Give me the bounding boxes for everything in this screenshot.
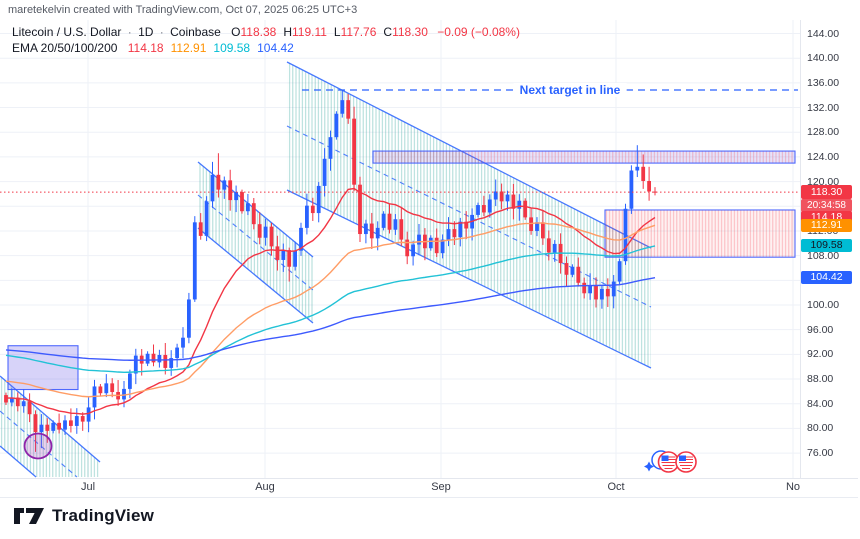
time-axis-label: Oct — [607, 481, 625, 493]
y-axis-tick: 140.00 — [807, 52, 840, 65]
ema-legend-value: 109.58 — [213, 41, 251, 55]
y-axis-tick: 144.00 — [807, 27, 840, 40]
separator: · — [127, 25, 132, 39]
y-axis-tick: 92.00 — [807, 348, 834, 361]
ema-legend-row[interactable]: EMA 20/50/100/200 114.18 112.91 109.58 104.… — [12, 40, 520, 56]
ema-legend-value: 112.91 — [170, 41, 207, 55]
attribution-text: maretekelvin created with TradingView.co… — [8, 4, 358, 16]
y-axis-tick: 80.00 — [807, 422, 834, 435]
ema-values: 114.18 112.91 109.58 104.42 — [121, 41, 294, 55]
time-axis-label: Sep — [431, 481, 451, 493]
us-flag-icon — [675, 451, 697, 473]
ohlc-key: O — [231, 25, 241, 39]
price-axis-separator — [800, 20, 801, 478]
ohlc-value: 117.76 — [340, 25, 377, 39]
interval-label: 1D — [138, 25, 154, 39]
exchange-label: Coinbase — [170, 25, 221, 39]
ohlc-value: 119.11 — [291, 25, 327, 39]
tradingview-logo-text: TradingView — [52, 506, 155, 525]
tradingview-logo[interactable]: TradingView — [13, 504, 154, 528]
ohlc-key: H — [283, 25, 292, 39]
june-downtrend-channel[interactable] — [0, 375, 101, 478]
next-target-annotation[interactable]: Next target in line — [513, 82, 627, 97]
y-axis-tick: 136.00 — [807, 76, 840, 89]
circle-drawing[interactable] — [23, 432, 53, 460]
major-descending-channel[interactable] — [286, 61, 652, 369]
y-axis-tick: 100.00 — [807, 299, 840, 311]
y-axis-tick: 88.00 — [807, 373, 834, 386]
time-axis-label: Jul — [80, 481, 96, 493]
separator: · — [159, 25, 164, 39]
change-value: −0.09 (−0.08%) — [437, 25, 520, 39]
annotation-lines-layer — [0, 89, 800, 193]
ema-100-line — [5, 245, 656, 373]
ema-legend-value: 114.18 — [127, 41, 164, 55]
ema-lines-layer — [5, 187, 656, 415]
ohlc-value: 118.38 — [240, 25, 277, 39]
time-axis[interactable]: Jul Aug Sep Oct No — [0, 478, 860, 497]
time-axis-label: Aug — [255, 481, 275, 493]
y-axis-tick: 120.00 — [807, 175, 840, 188]
ema-price-badge: 104.42 — [801, 271, 852, 285]
left-supply-box[interactable] — [7, 345, 79, 391]
countdown-badge: 20:34:58 — [801, 199, 852, 213]
ema-200-line — [5, 277, 656, 361]
time-axis-separator — [0, 478, 858, 479]
ohlc-key: L — [333, 25, 341, 39]
y-axis-tick: 84.00 — [807, 397, 834, 410]
y-axis-tick: 132.00 — [807, 101, 840, 114]
ema-legend-value: 104.42 — [257, 41, 294, 55]
ohlc-value: 118.30 — [392, 25, 428, 39]
tradingview-logo-icon — [14, 508, 44, 524]
legend: Litecoin / U.S. Dollar · 1D · Coinbase O… — [12, 24, 520, 56]
widget-bottom-separator — [0, 497, 858, 498]
ema-price-badge: 109.58 — [801, 239, 852, 253]
ohlc-key: C — [383, 25, 393, 39]
ema-indicator-label: EMA 20/50/100/200 — [12, 41, 118, 55]
y-axis-tick: 128.00 — [807, 126, 840, 139]
y-axis-tick: 96.00 — [807, 323, 834, 336]
y-axis-tick: 124.00 — [807, 150, 840, 163]
price-axis[interactable]: 144.00 140.00 136.00 132.00 128.00 124.00 120.… — [800, 20, 860, 478]
candles-layer — [4, 90, 657, 452]
symbol-name: Litecoin / U.S. Dollar — [12, 25, 122, 39]
ema-20-line — [5, 187, 656, 415]
price-badge: 118.30 — [801, 185, 852, 200]
y-axis-tick: 108.00 — [807, 249, 840, 262]
ema-50-line — [5, 222, 656, 398]
symbol-legend-row[interactable]: Litecoin / U.S. Dollar · 1D · Coinbase O… — [12, 24, 520, 40]
resistance-box[interactable] — [372, 150, 796, 164]
ema-price-badge: 112.91 — [801, 218, 852, 232]
y-axis-tick: 76.00 — [807, 447, 834, 460]
event-icons[interactable] — [644, 450, 697, 473]
drawings-layer — [0, 61, 796, 478]
time-axis-label: No — [785, 481, 801, 493]
ohlc-values: O118.38 H119.11 L117.76 C118.30 — [224, 25, 428, 39]
sparkle-icon — [644, 461, 654, 472]
